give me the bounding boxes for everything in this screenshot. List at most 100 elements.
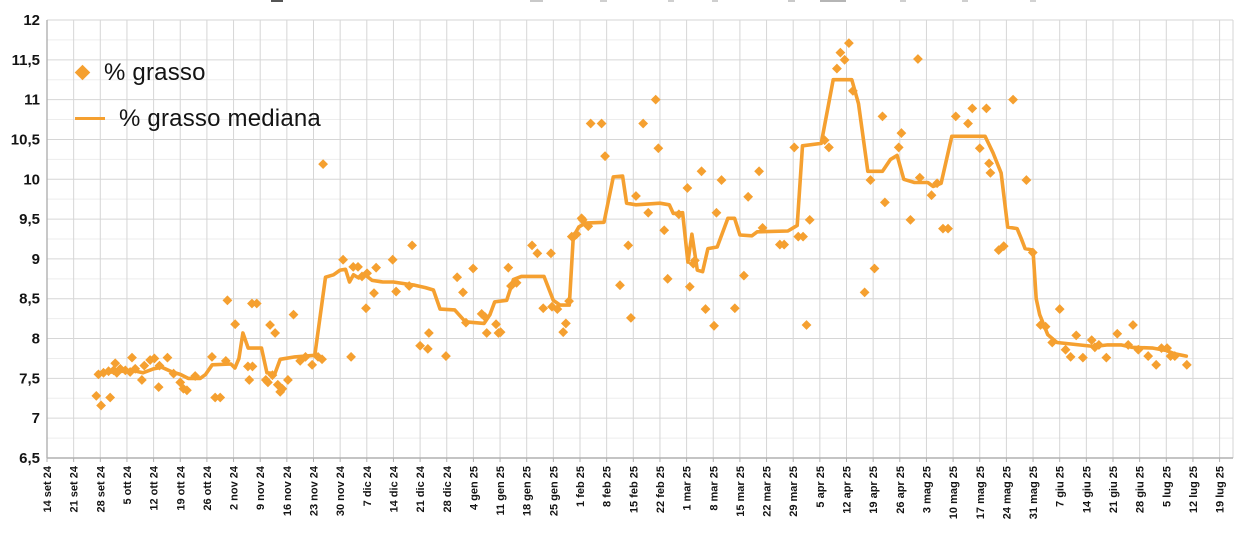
- data-point-diamond: [307, 359, 318, 370]
- x-tick-label: 21 dic 24: [415, 465, 427, 512]
- x-tick-label: 2 nov 24: [229, 465, 241, 510]
- data-point-diamond: [369, 288, 379, 299]
- data-point-diamond: [1151, 359, 1162, 370]
- data-point-diamond: [967, 103, 978, 114]
- x-tick-label: 19 apr 25: [868, 466, 880, 514]
- cropped-text-artifact: [900, 0, 906, 2]
- x-tick-label: 22 mar 25: [762, 466, 774, 517]
- data-point-diamond: [738, 270, 749, 281]
- data-point-diamond: [244, 375, 255, 385]
- cropped-title-artifacts: [271, 0, 1036, 2]
- x-tick-label: 8 mar 25: [708, 466, 720, 511]
- data-point-diamond: [222, 295, 233, 306]
- data-point-diamond: [1162, 343, 1172, 354]
- data-point-diamond: [709, 320, 719, 331]
- data-point-diamond: [527, 240, 537, 251]
- data-point-diamond: [1071, 330, 1082, 341]
- data-point-diamond: [532, 248, 543, 259]
- data-point-diamond: [295, 355, 306, 366]
- data-point-diamond: [1047, 337, 1058, 348]
- data-point-diamond: [182, 385, 192, 396]
- x-tick-label: 3 mag 25: [921, 466, 933, 513]
- data-point-diamond: [789, 142, 800, 153]
- data-point-diamond: [560, 318, 571, 329]
- data-point-diamond: [127, 352, 137, 363]
- x-tick-label: 12 lug 25: [1188, 466, 1200, 513]
- x-tick-label: 14 dic 24: [388, 465, 400, 512]
- gridlines-minor: [47, 39, 1233, 439]
- x-tick-label: 30 nov 24: [335, 465, 347, 516]
- line-marker-icon: [75, 117, 105, 120]
- x-tick-label: 28 dic 24: [442, 465, 454, 512]
- data-point-diamond: [1027, 247, 1038, 258]
- data-point-diamond: [552, 304, 563, 314]
- data-point-diamond: [879, 197, 890, 208]
- data-point-diamond: [495, 327, 506, 338]
- data-point-diamond: [615, 280, 625, 291]
- data-point-diamond: [896, 128, 907, 138]
- data-point-diamond: [696, 166, 707, 177]
- data-point-diamond: [1133, 344, 1144, 355]
- x-tick-label: 9 nov 24: [255, 465, 267, 510]
- x-tick-label: 28 set 24: [95, 465, 107, 512]
- data-point-diamond: [1181, 359, 1192, 370]
- data-point-diamond: [981, 103, 992, 114]
- data-point-diamond: [638, 118, 649, 129]
- data-point-diamond: [1008, 94, 1018, 105]
- cropped-text-artifact: [788, 0, 795, 2]
- data-point-diamond: [215, 392, 226, 403]
- y-tick-label: 8: [32, 331, 40, 348]
- data-point-diamond: [265, 320, 275, 330]
- data-point-diamond: [643, 207, 654, 218]
- data-point-diamond: [832, 63, 842, 74]
- data-point-diamond: [682, 183, 693, 193]
- y-axis-labels: 12 11,5 11 10,5 10 9,5 9 8,5 8 7,5 7 6,5: [11, 12, 40, 467]
- data-point-diamond: [1143, 351, 1154, 361]
- data-point-diamond: [998, 241, 1009, 252]
- data-point-diamond: [865, 175, 876, 185]
- x-tick-label: 31 mag 25: [1028, 466, 1040, 519]
- data-point-diamond: [893, 142, 904, 153]
- legend-label-grasso: % grasso: [104, 58, 206, 86]
- data-point-diamond: [168, 368, 179, 379]
- data-point-diamond: [869, 263, 880, 274]
- data-point-diamond: [423, 328, 434, 338]
- data-point-diamond: [125, 367, 136, 377]
- data-point-diamond: [96, 400, 106, 411]
- legend-item-grasso: % grasso: [74, 56, 321, 89]
- y-tick-label: 11,5: [12, 52, 40, 69]
- x-tick-label: 17 mag 25: [975, 466, 987, 519]
- data-point-diamond: [338, 254, 348, 265]
- data-point-diamond: [480, 312, 491, 322]
- x-tick-label: 4 gen 25: [468, 466, 480, 510]
- data-point-diamond: [1021, 175, 1032, 185]
- data-point-diamond: [458, 287, 468, 298]
- data-point-diamond: [1086, 335, 1097, 346]
- x-tick-label: 24 mag 25: [1001, 466, 1013, 519]
- x-tick-label: 22 feb 25: [655, 466, 667, 513]
- data-point-diamond: [757, 222, 768, 233]
- data-point-diamond: [673, 209, 684, 220]
- data-point-diamond: [662, 273, 673, 284]
- x-tick-label: 19 ott 24: [175, 465, 187, 511]
- data-point-diamond: [511, 277, 522, 288]
- x-tick-label: 5 apr 25: [815, 466, 827, 508]
- data-point-diamond: [729, 303, 740, 314]
- data-point-diamond: [684, 281, 695, 292]
- y-tick-label: 10: [23, 171, 40, 188]
- data-point-diamond: [149, 353, 160, 364]
- data-point-diamond: [932, 178, 943, 189]
- x-tick-label: 11 gen 25: [495, 466, 507, 516]
- y-tick-label: 9: [32, 251, 40, 268]
- data-point-diamond: [659, 225, 670, 236]
- data-point-diamond: [1077, 352, 1088, 363]
- data-point-diamond: [190, 371, 201, 381]
- data-point-diamond: [653, 143, 664, 154]
- data-point-diamond: [650, 94, 661, 105]
- x-tick-label: 26 apr 25: [895, 466, 907, 514]
- x-tick-label: 7 dic 24: [362, 465, 374, 506]
- cropped-text-artifact: [1030, 0, 1036, 2]
- data-point-diamond: [600, 151, 610, 162]
- data-point-diamond: [1123, 340, 1134, 350]
